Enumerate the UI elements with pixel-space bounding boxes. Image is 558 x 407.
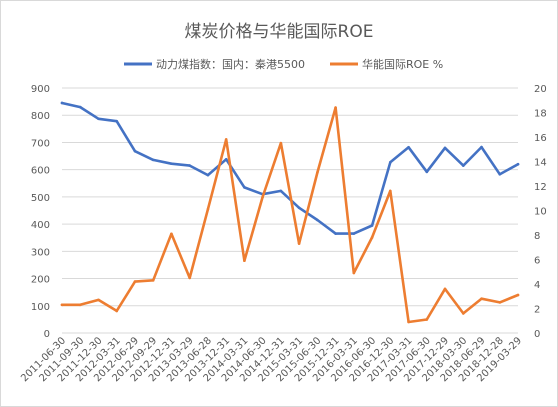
data-point-roe [480, 297, 483, 301]
data-point-coal-index [370, 224, 374, 227]
data-point-roe [461, 312, 465, 315]
data-point-coal-index [97, 117, 100, 121]
data-point-coal-index [498, 172, 502, 176]
right-axis-tick-label: 18 [534, 109, 547, 120]
data-point-roe [188, 276, 191, 280]
left-axis-ticks: 0 100 200 300 400 500 600 700 800 900 [31, 84, 50, 340]
right-axis-tick-label: 16 [534, 133, 547, 144]
data-point-coal-index [443, 146, 447, 150]
left-axis-tick-label: 0 [44, 329, 50, 340]
right-axis-ticks: 0 2 4 6 8 10 12 14 16 18 20 [534, 84, 547, 340]
data-point-coal-index [78, 105, 82, 109]
left-axis-tick-label: 400 [31, 220, 50, 231]
chart-title: 煤炭价格与华能国际ROE [185, 22, 374, 42]
data-point-coal-index [115, 119, 119, 123]
data-point-roe [407, 320, 410, 324]
data-point-coal-index [170, 162, 173, 165]
left-axis-tick-label: 300 [31, 247, 50, 258]
data-point-roe [78, 303, 82, 307]
data-point-roe [133, 280, 137, 283]
data-point-roe [352, 271, 356, 275]
data-point-coal-index [334, 232, 337, 235]
left-axis-tick-label: 900 [31, 84, 50, 95]
legend: 动力煤指数：国内：秦港5500 华能国际ROE % [124, 57, 443, 71]
series-line-coal-index [60, 101, 520, 235]
legend-label-coal-index: 动力煤指数：国内：秦港5500 [156, 57, 305, 71]
data-point-coal-index [243, 186, 246, 189]
left-axis-tick-label: 600 [31, 166, 50, 177]
left-axis-tick-label: 100 [31, 302, 50, 313]
data-point-coal-index [480, 145, 483, 149]
series-line-roe [60, 106, 520, 324]
data-point-coal-index [151, 158, 155, 162]
legend-label-roe: 华能国际ROE % [362, 57, 443, 71]
data-point-roe [60, 303, 64, 307]
right-axis-tick-label: 10 [534, 207, 547, 218]
gridlines [62, 87, 518, 334]
data-point-roe [115, 309, 119, 313]
data-point-roe [334, 106, 337, 109]
data-point-coal-index [425, 170, 429, 174]
data-point-roe [224, 138, 228, 141]
data-point-coal-index [133, 149, 137, 153]
data-point-roe [370, 236, 374, 239]
left-axis-tick-label: 500 [31, 193, 50, 204]
data-point-roe [425, 318, 429, 321]
data-point-coal-index [297, 206, 301, 210]
left-axis-tick-label: 700 [31, 138, 50, 149]
data-point-coal-index [407, 146, 410, 149]
data-point-coal-index [224, 158, 228, 161]
data-point-coal-index [206, 173, 210, 177]
right-axis-tick-label: 12 [534, 182, 547, 193]
right-axis-tick-label: 8 [534, 231, 540, 242]
right-axis-tick-label: 2 [534, 305, 540, 316]
data-point-roe [316, 171, 319, 174]
data-point-roe [297, 242, 301, 245]
left-axis-tick-label: 200 [31, 275, 50, 286]
data-point-roe [279, 141, 283, 145]
left-axis-tick-label: 800 [31, 111, 50, 122]
series-lines [60, 101, 520, 324]
data-point-coal-index [389, 161, 392, 164]
data-point-roe [261, 195, 264, 199]
data-point-roe [243, 259, 246, 263]
data-point-coal-index [516, 162, 520, 166]
data-point-coal-index [279, 189, 283, 193]
data-point-coal-index [352, 232, 356, 235]
data-point-coal-index [316, 218, 319, 222]
x-axis-ticks: 2011-06-302011-09-302011-12-302012-03-31… [19, 335, 524, 384]
data-point-roe [498, 301, 502, 304]
data-point-roe [443, 287, 447, 291]
data-point-roe [97, 298, 100, 302]
right-axis-tick-label: 4 [534, 280, 540, 291]
data-point-coal-index [60, 101, 64, 105]
data-point-roe [151, 279, 155, 282]
data-point-roe [206, 207, 210, 211]
data-point-roe [170, 232, 173, 236]
right-axis-tick-label: 14 [534, 158, 547, 169]
right-axis-tick-label: 6 [534, 256, 540, 267]
data-point-roe [389, 189, 392, 193]
data-point-coal-index [188, 164, 191, 167]
data-point-roe [516, 293, 520, 297]
right-axis-tick-label: 0 [534, 329, 540, 340]
right-axis-tick-label: 20 [534, 84, 547, 95]
data-point-coal-index [461, 164, 465, 167]
